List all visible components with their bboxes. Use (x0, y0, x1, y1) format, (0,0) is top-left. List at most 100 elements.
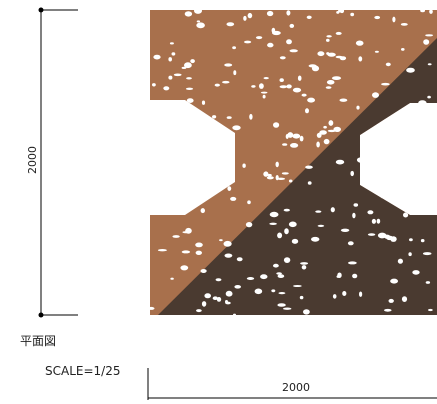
hole (350, 171, 354, 176)
hole (182, 102, 188, 108)
hole (425, 34, 433, 36)
hole (272, 28, 276, 34)
hole (305, 108, 309, 113)
hole (256, 36, 262, 39)
hole (340, 99, 348, 102)
hole (307, 98, 315, 103)
hole (308, 181, 312, 185)
hole (154, 112, 158, 116)
hole (170, 42, 174, 44)
hole (352, 274, 357, 279)
hole (408, 252, 411, 256)
hole (213, 296, 218, 300)
hole (409, 238, 413, 241)
hole (176, 147, 184, 149)
hole (264, 77, 269, 79)
hole (427, 96, 431, 99)
hole (328, 130, 336, 132)
hole (260, 274, 267, 279)
hole (423, 252, 432, 255)
hole (152, 83, 156, 86)
hole (300, 136, 304, 142)
hole (318, 225, 325, 227)
hole (410, 197, 418, 202)
hole (429, 9, 433, 14)
hole (280, 85, 288, 88)
hole (212, 181, 219, 183)
hole (215, 84, 220, 87)
hole (392, 162, 400, 166)
hole (307, 16, 312, 19)
hole (195, 243, 203, 248)
hole (390, 279, 398, 284)
hole (244, 41, 251, 44)
hole (255, 289, 263, 295)
hole (311, 237, 319, 242)
hole (232, 125, 240, 130)
hole (246, 222, 252, 227)
hole (289, 222, 297, 228)
hole (426, 281, 430, 284)
hole (185, 11, 192, 16)
hole (184, 62, 192, 68)
plan-drawing: 2000 平面図 SCALE=1/25 2000 (0, 0, 437, 400)
hole (163, 86, 169, 90)
hole (185, 125, 193, 128)
height-dimension: 2000 (26, 146, 39, 174)
hole (357, 157, 366, 163)
hole (185, 228, 192, 234)
hole (160, 133, 167, 138)
hole (303, 309, 310, 314)
hole (372, 92, 379, 98)
hole (342, 291, 346, 296)
hole (220, 156, 223, 158)
hole (333, 294, 337, 299)
hole (392, 17, 395, 23)
hole (181, 108, 185, 112)
hole (424, 194, 429, 197)
hole (263, 171, 268, 176)
hole (155, 180, 162, 185)
hole (425, 196, 431, 201)
hole (405, 182, 409, 185)
hole (381, 196, 387, 198)
hole (300, 296, 304, 299)
hole (284, 209, 290, 212)
hole (326, 52, 329, 55)
hole (212, 164, 221, 166)
hole (158, 249, 167, 251)
hole (300, 262, 308, 265)
hole (350, 13, 354, 16)
hole (224, 241, 232, 247)
scale-label: SCALE=1/25 (45, 364, 120, 378)
hole (315, 210, 321, 212)
hole (406, 68, 415, 73)
hole (302, 94, 307, 97)
hole (226, 291, 233, 297)
hole (336, 32, 342, 35)
hole (194, 8, 202, 14)
hole (338, 9, 344, 12)
hole (368, 233, 375, 236)
hole (421, 107, 427, 111)
hole (316, 142, 320, 148)
hole (219, 239, 223, 241)
hole (162, 114, 167, 120)
hole (420, 9, 425, 12)
hole (411, 131, 419, 135)
hole (284, 228, 289, 234)
hole (327, 80, 335, 85)
hole (348, 261, 357, 264)
hole (168, 76, 172, 80)
hole (249, 114, 252, 120)
hole (222, 81, 229, 84)
hole (395, 182, 400, 185)
hole (201, 208, 205, 213)
hole (216, 278, 222, 281)
hole (202, 101, 205, 105)
hole (326, 86, 332, 89)
hole (401, 23, 408, 26)
hole (180, 144, 189, 147)
hole (290, 24, 295, 28)
hole (375, 51, 379, 53)
